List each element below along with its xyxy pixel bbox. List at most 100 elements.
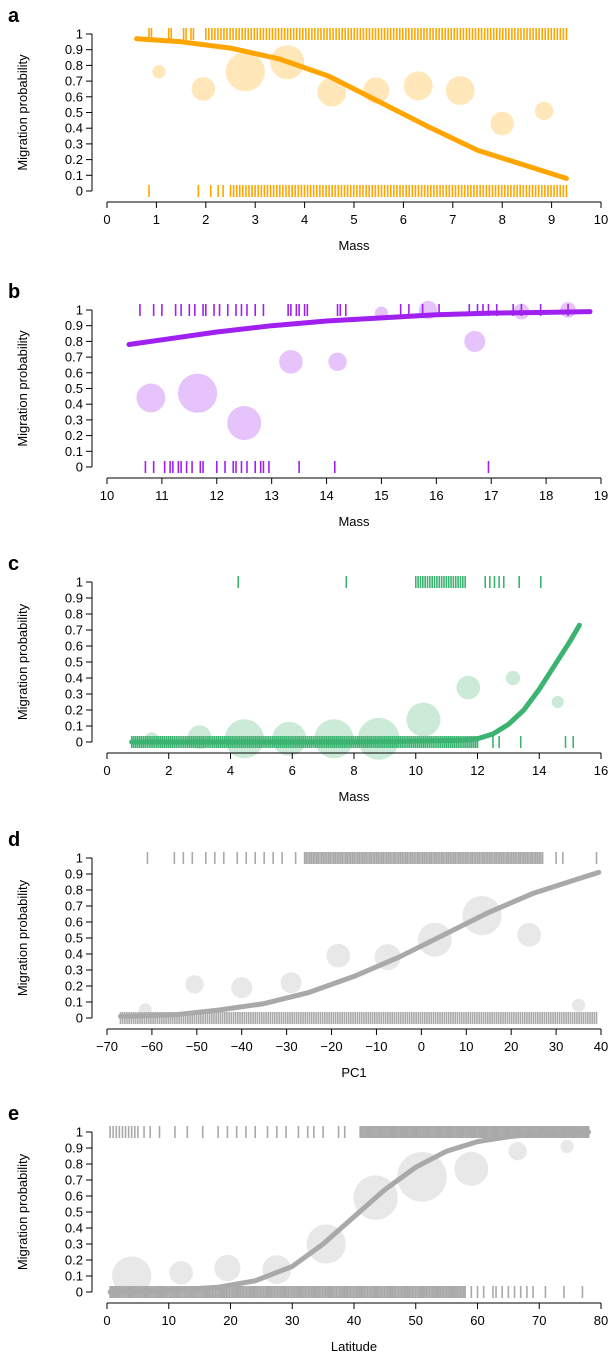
x-tick-label: 30: [549, 1039, 563, 1054]
bin-bubble: [317, 77, 347, 107]
y-tick-label: 0.3: [65, 1237, 83, 1252]
x-tick-label: 12: [470, 763, 484, 778]
y-tick-label: 0.5: [65, 105, 83, 120]
y-tick-label: 0.1: [65, 719, 83, 734]
x-axis-title: Latitude: [331, 1339, 377, 1354]
bin-bubble: [280, 972, 302, 994]
y-tick-label: 0.8: [65, 58, 83, 73]
bin-bubble: [560, 1139, 574, 1153]
x-tick-label: 20: [504, 1039, 518, 1054]
x-tick-label: 10: [459, 1039, 473, 1054]
y-tick-label: 0.1: [65, 168, 83, 183]
x-tick-label: 0: [103, 212, 110, 227]
y-tick-label: 0.9: [65, 867, 83, 882]
y-tick-label: 0.7: [65, 623, 83, 638]
x-tick-label: −60: [141, 1039, 163, 1054]
y-tick-label: 0.2: [65, 1253, 83, 1268]
y-tick-label: 0.1: [65, 1269, 83, 1284]
x-tick-label: 19: [594, 488, 608, 503]
x-axis-title: Mass: [338, 789, 370, 804]
x-tick-label: 4: [301, 212, 308, 227]
x-tick-label: 8: [499, 212, 506, 227]
y-tick-label: 0.4: [65, 671, 83, 686]
y-tick-label: 0.7: [65, 74, 83, 89]
y-tick-label: 0.9: [65, 42, 83, 57]
panel-letter: a: [8, 5, 20, 27]
y-tick-label: 0.3: [65, 963, 83, 978]
x-axis-title: Mass: [338, 514, 370, 529]
y-tick-label: 1: [76, 1125, 83, 1140]
x-tick-label: 2: [165, 763, 172, 778]
y-tick-label: 0.8: [65, 334, 83, 349]
x-tick-label: −50: [186, 1039, 208, 1054]
x-axis-title: Mass: [338, 238, 370, 253]
x-tick-label: 16: [594, 763, 608, 778]
bin-bubble: [225, 52, 265, 92]
bin-bubble: [397, 1152, 447, 1202]
bin-bubble: [403, 71, 433, 101]
y-tick-label: 0: [76, 184, 83, 199]
x-tick-label: −40: [231, 1039, 253, 1054]
bin-bubble: [454, 1151, 489, 1186]
panel-letter: d: [8, 829, 20, 851]
x-tick-label: 6: [400, 212, 407, 227]
x-tick-label: 10: [594, 212, 608, 227]
x-tick-label: 17: [484, 488, 498, 503]
y-tick-label: 0.8: [65, 607, 83, 622]
x-tick-label: −30: [276, 1039, 298, 1054]
x-tick-label: 8: [350, 763, 357, 778]
bin-bubble: [508, 1142, 527, 1161]
x-tick-label: 60: [470, 1313, 484, 1328]
x-tick-label: 4: [227, 763, 234, 778]
x-tick-label: −20: [321, 1039, 343, 1054]
y-tick-label: 0: [76, 1011, 83, 1026]
x-tick-label: 14: [319, 488, 333, 503]
x-tick-label: −70: [96, 1039, 118, 1054]
x-tick-label: 0: [418, 1039, 425, 1054]
y-tick-label: 0.8: [65, 1157, 83, 1172]
x-tick-label: 9: [548, 212, 555, 227]
y-tick-label: 0.2: [65, 152, 83, 167]
y-tick-label: 0.4: [65, 121, 83, 136]
bin-bubble: [279, 350, 303, 374]
bin-bubble: [136, 383, 166, 413]
bin-bubble: [326, 943, 351, 968]
bin-bubble: [505, 670, 521, 686]
x-tick-label: 40: [347, 1313, 361, 1328]
x-tick-label: 80: [594, 1313, 608, 1328]
bin-bubble: [185, 975, 204, 994]
bin-bubble: [169, 1261, 193, 1285]
y-tick-label: 1: [76, 303, 83, 318]
y-tick-label: 0.5: [65, 381, 83, 396]
y-tick-label: 0: [76, 1285, 83, 1300]
y-tick-label: 0.2: [65, 979, 83, 994]
x-tick-label: 5: [350, 212, 357, 227]
x-tick-label: 6: [289, 763, 296, 778]
bin-bubble: [464, 330, 486, 352]
x-tick-label: 70: [532, 1313, 546, 1328]
bin-bubble: [456, 675, 481, 700]
y-tick-label: 1: [76, 851, 83, 866]
bin-bubble: [490, 111, 514, 136]
bin-bubble: [406, 702, 441, 737]
y-axis-title: Migration probability: [15, 1153, 30, 1270]
panel-e: e00.10.20.30.40.50.60.70.80.91Migration …: [8, 1103, 608, 1354]
y-tick-label: 0.3: [65, 412, 83, 427]
y-tick-label: 0.2: [65, 703, 83, 718]
panel-a: a00.10.20.30.40.50.60.70.80.91Migration …: [8, 5, 608, 253]
x-tick-label: 15: [374, 488, 388, 503]
y-tick-label: 0.6: [65, 915, 83, 930]
y-tick-label: 0.7: [65, 350, 83, 365]
x-tick-label: 10: [100, 488, 114, 503]
fit-curve: [126, 309, 593, 347]
bin-bubble: [177, 373, 218, 413]
panel-letter: b: [8, 281, 20, 303]
bin-bubble: [551, 695, 564, 709]
x-tick-label: 10: [162, 1313, 176, 1328]
bin-bubble: [152, 65, 166, 79]
bin-bubble: [231, 977, 253, 999]
y-tick-label: 0.1: [65, 995, 83, 1010]
x-tick-label: 10: [409, 763, 423, 778]
x-tick-label: 20: [223, 1313, 237, 1328]
